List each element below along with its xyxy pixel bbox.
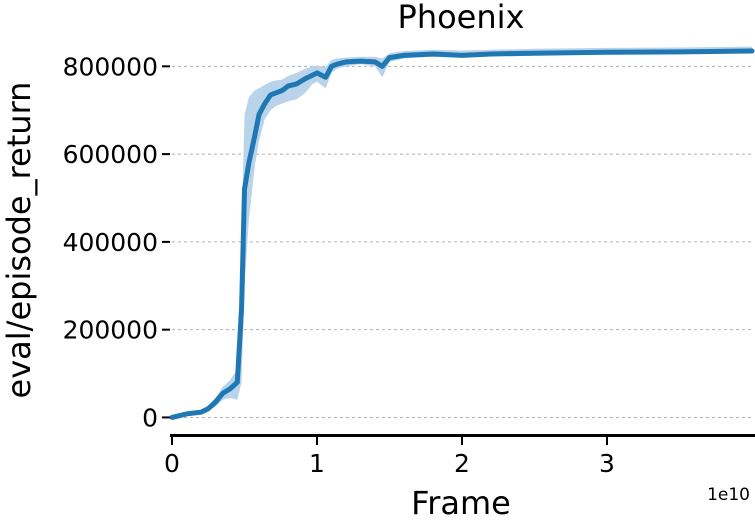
x-tick-label: 1 [309, 449, 325, 478]
series-line-layer [169, 48, 755, 420]
y-ticks: 0 200000 400000 600000 800000 [63, 52, 170, 432]
x-ticks: 0 1 2 3 [164, 437, 615, 478]
x-offset-label: 1e10 [707, 485, 750, 505]
grid-lines [172, 65, 752, 418]
x-tick-label: 3 [599, 449, 615, 478]
chart-title: Phoenix [398, 0, 525, 36]
x-axis-label: Frame [411, 484, 511, 522]
y-tick-label: 400000 [63, 228, 158, 257]
series-confidence-band [172, 46, 752, 419]
y-tick-label: 600000 [63, 140, 158, 169]
y-tick-label: 0 [142, 403, 158, 432]
series-line [169, 48, 755, 420]
x-tick-label: 2 [454, 449, 470, 478]
y-tick-label: 200000 [63, 316, 158, 345]
x-tick-label: 0 [164, 449, 180, 478]
confidence-band-layer [172, 46, 752, 419]
y-axis-label: eval/episode_return [0, 82, 38, 399]
y-tick-label: 800000 [63, 52, 158, 81]
